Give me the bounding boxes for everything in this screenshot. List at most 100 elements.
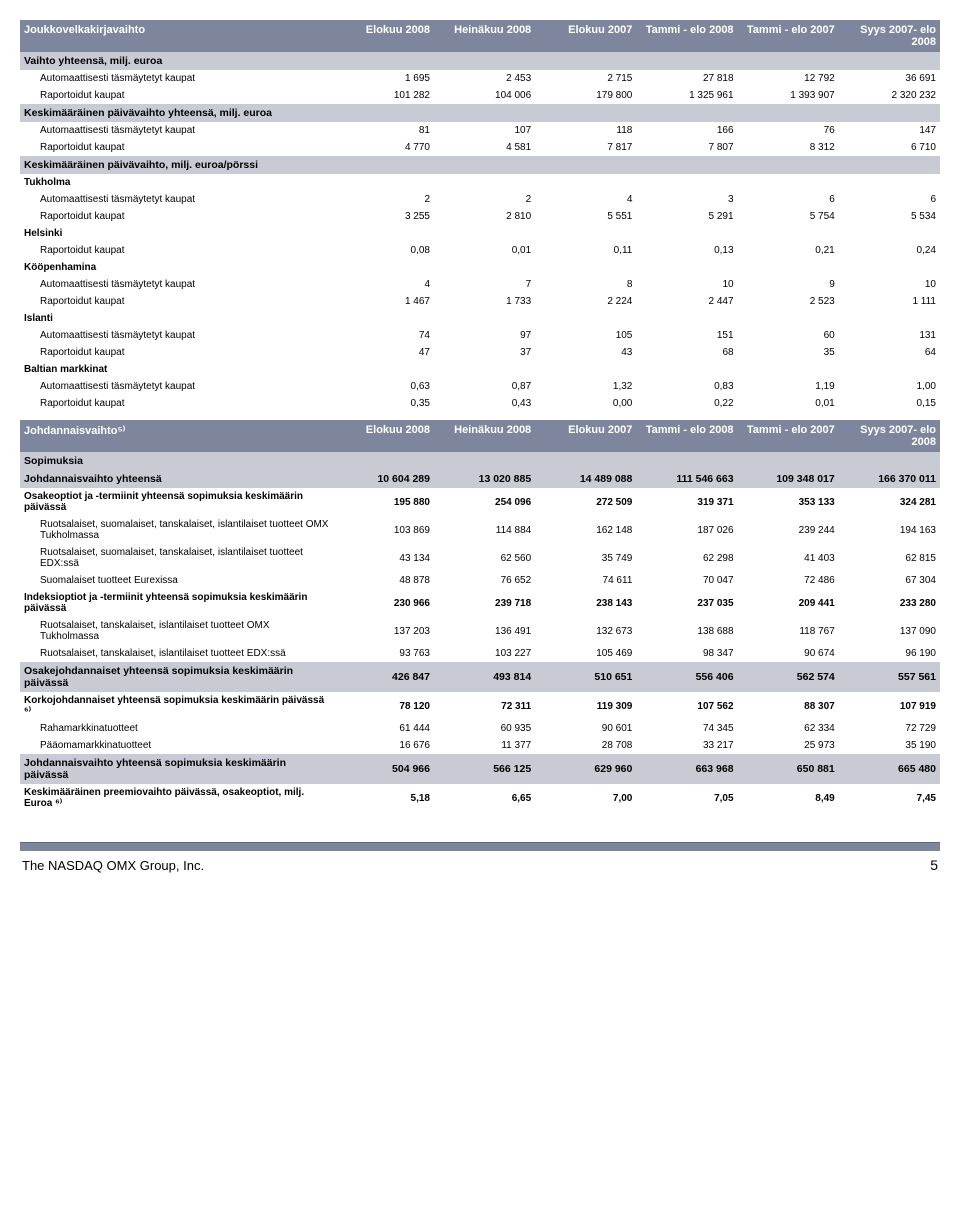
row-label: Johdannaisvaihto yhteensä sopimuksia kes…: [20, 754, 333, 784]
data-cell: 7,45: [839, 784, 940, 812]
data-cell: 62 334: [738, 720, 839, 737]
table-row: Automaattisesti täsmäytetyt kaupat478109…: [20, 276, 940, 293]
table-row: Ruotsalaiset, suomalaiset, tanskalaiset,…: [20, 544, 940, 572]
data-cell: 136 491: [434, 617, 535, 645]
data-cell: 665 480: [839, 754, 940, 784]
col-header: Elokuu 2008: [333, 420, 434, 452]
data-cell: 7,00: [535, 784, 636, 812]
data-cell: 61 444: [333, 720, 434, 737]
col-header: Tammi - elo 2008: [636, 420, 737, 452]
col-header: Joukkovelkakirjavaihto: [20, 20, 333, 52]
table-row: Raportoidut kaupat0,350,430,000,220,010,…: [20, 395, 940, 412]
col-header: Elokuu 2007: [535, 20, 636, 52]
section-title: Keskimääräinen päivävaihto, milj. euroa/…: [20, 156, 940, 174]
data-cell: 8,49: [738, 784, 839, 812]
row-label: Johdannaisvaihto yhteensä: [20, 470, 333, 488]
data-cell: 663 968: [636, 754, 737, 784]
data-cell: 41 403: [738, 544, 839, 572]
bond-trading-table: JoukkovelkakirjavaihtoElokuu 2008Heinäku…: [20, 20, 940, 412]
data-cell: 7,05: [636, 784, 737, 812]
section-title: Vaihto yhteensä, milj. euroa: [20, 52, 940, 70]
row-label: Ruotsalaiset, tanskalaiset, islantilaise…: [20, 645, 333, 662]
page-number: 5: [930, 857, 938, 873]
data-cell: 138 688: [636, 617, 737, 645]
subsection-title: Tukholma: [20, 174, 940, 191]
data-cell: 353 133: [738, 488, 839, 516]
col-header: Heinäkuu 2008: [434, 20, 535, 52]
table-row: Ruotsalaiset, tanskalaiset, islantilaise…: [20, 645, 940, 662]
data-cell: 107 919: [839, 692, 940, 720]
data-cell: 35 190: [839, 737, 940, 754]
data-cell: 93 763: [333, 645, 434, 662]
table-row: Raportoidut kaupat4 7704 5817 8177 8078 …: [20, 139, 940, 156]
table-row: Osakeoptiot ja -termiinit yhteensä sopim…: [20, 488, 940, 516]
data-cell: 103 869: [333, 516, 434, 544]
data-cell: 557 561: [839, 662, 940, 692]
row-label: Ruotsalaiset, tanskalaiset, islantilaise…: [20, 617, 333, 645]
subsection-title: Kööpenhamina: [20, 259, 940, 276]
data-cell: 70 047: [636, 572, 737, 589]
data-cell: 556 406: [636, 662, 737, 692]
data-cell: 60 935: [434, 720, 535, 737]
table-row: Rahamarkkinatuotteet61 44460 93590 60174…: [20, 720, 940, 737]
data-cell: 76 652: [434, 572, 535, 589]
table-row: Automaattisesti täsmäytetyt kaupat0,630,…: [20, 378, 940, 395]
data-cell: 35 749: [535, 544, 636, 572]
col-header: Elokuu 2007: [535, 420, 636, 452]
row-label: Suomalaiset tuotteet Eurexissa: [20, 572, 333, 589]
table-row: Indeksioptiot ja -termiinit yhteensä sop…: [20, 589, 940, 617]
col-header: Heinäkuu 2008: [434, 420, 535, 452]
table-row: Raportoidut kaupat0,080,010,110,130,210,…: [20, 242, 940, 259]
table-row: Sopimuksia: [20, 452, 940, 470]
data-cell: 72 486: [738, 572, 839, 589]
data-cell: 562 574: [738, 662, 839, 692]
data-cell: 254 096: [434, 488, 535, 516]
data-cell: 166 370 011: [839, 470, 940, 488]
table-row: Osakejohdannaiset yhteensä sopimuksia ke…: [20, 662, 940, 692]
table-row: Ruotsalaiset, tanskalaiset, islantilaise…: [20, 617, 940, 645]
col-header: Elokuu 2008: [333, 20, 434, 52]
data-cell: 493 814: [434, 662, 535, 692]
data-cell: 98 347: [636, 645, 737, 662]
data-cell: 90 601: [535, 720, 636, 737]
data-cell: 510 651: [535, 662, 636, 692]
table-row: Johdannaisvaihto yhteensä10 604 28913 02…: [20, 470, 940, 488]
data-cell: 72 311: [434, 692, 535, 720]
data-cell: 237 035: [636, 589, 737, 617]
data-cell: 272 509: [535, 488, 636, 516]
data-cell: 194 163: [839, 516, 940, 544]
table-row: Raportoidut kaupat101 282104 006179 8001…: [20, 87, 940, 104]
data-cell: 119 309: [535, 692, 636, 720]
row-label: Rahamarkkinatuotteet: [20, 720, 333, 737]
data-cell: 62 560: [434, 544, 535, 572]
data-cell: 6,65: [434, 784, 535, 812]
table-row: Pääomamarkkinatuotteet16 67611 37728 708…: [20, 737, 940, 754]
data-cell: 504 966: [333, 754, 434, 784]
data-cell: 109 348 017: [738, 470, 839, 488]
table-row: Suomalaiset tuotteet Eurexissa48 87876 6…: [20, 572, 940, 589]
data-cell: 5,18: [333, 784, 434, 812]
footer: The NASDAQ OMX Group, Inc. 5: [20, 851, 940, 879]
table-row: Johdannaisvaihto yhteensä sopimuksia kes…: [20, 754, 940, 784]
subsection-title: Islanti: [20, 310, 940, 327]
row-label: Ruotsalaiset, suomalaiset, tanskalaiset,…: [20, 516, 333, 544]
data-cell: 132 673: [535, 617, 636, 645]
data-cell: 16 676: [333, 737, 434, 754]
table-row: Korkojohdannaiset yhteensä sopimuksia ke…: [20, 692, 940, 720]
section-title: Keskimääräinen päivävaihto yhteensä, mil…: [20, 104, 940, 122]
data-cell: 209 441: [738, 589, 839, 617]
table-row: Raportoidut kaupat3 2552 8105 5515 2915 …: [20, 208, 940, 225]
table-row: Raportoidut kaupat1 4671 7332 2242 4472 …: [20, 293, 940, 310]
data-cell: 114 884: [434, 516, 535, 544]
row-label: Osakeoptiot ja -termiinit yhteensä sopim…: [20, 488, 333, 516]
data-cell: 78 120: [333, 692, 434, 720]
data-cell: 62 815: [839, 544, 940, 572]
subsection-title: Helsinki: [20, 225, 940, 242]
col-header: Tammi - elo 2008: [636, 20, 737, 52]
table-row: Automaattisesti täsmäytetyt kaupat1 6952…: [20, 70, 940, 87]
data-cell: 319 371: [636, 488, 737, 516]
data-cell: 111 546 663: [636, 470, 737, 488]
data-cell: 239 244: [738, 516, 839, 544]
data-cell: 14 489 088: [535, 470, 636, 488]
data-cell: 195 880: [333, 488, 434, 516]
